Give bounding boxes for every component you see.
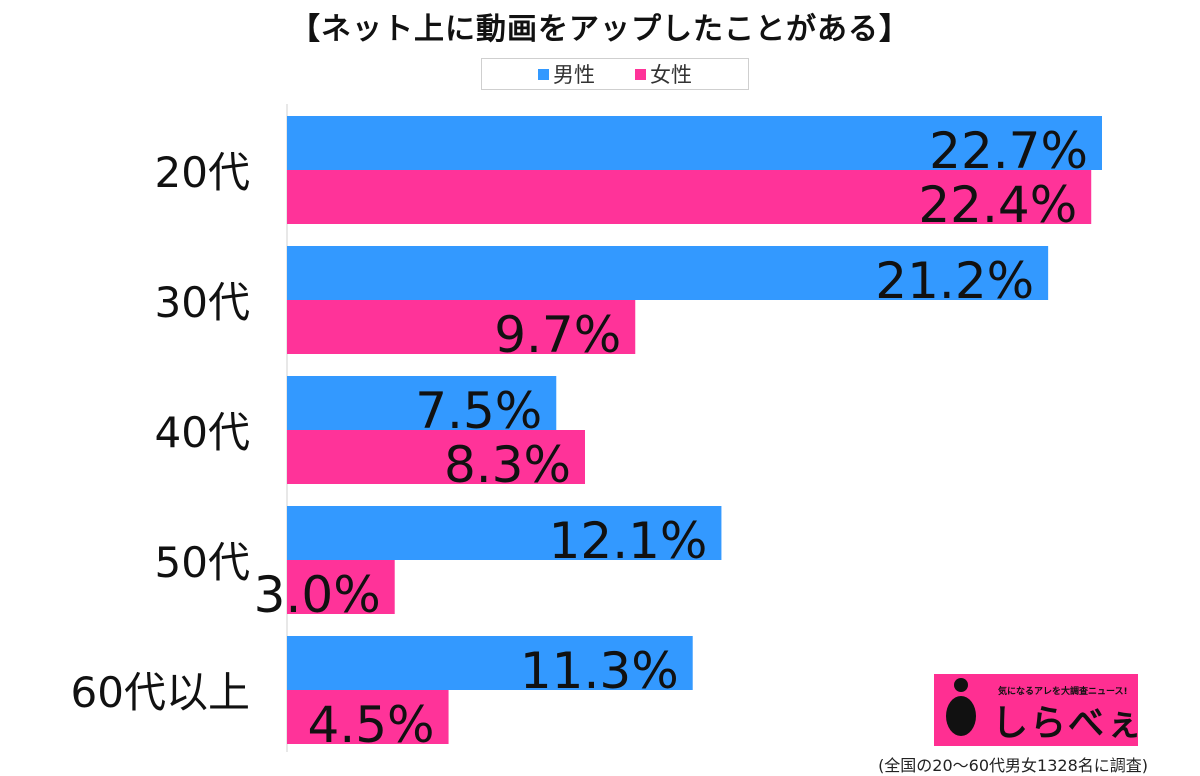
legend-label-male: 男性: [553, 63, 595, 87]
category-label: 50代: [155, 538, 250, 587]
legend-item-female: 女性: [635, 59, 692, 89]
bar-female: [287, 690, 449, 744]
category-label: 30代: [155, 278, 250, 327]
logo-body-icon: [946, 696, 976, 736]
data-label: 22.4%: [918, 176, 1077, 234]
category-label: 40代: [155, 408, 250, 457]
bar-male: [287, 376, 557, 430]
logo-dot-icon: [954, 678, 968, 692]
shirabee-logo: 気になるアレを大調査ニュース! しらべぇ: [934, 674, 1142, 746]
logo-name: しらべぇ: [992, 703, 1145, 744]
chart-title: 【ネット上に動画をアップしたことがある】: [290, 12, 910, 47]
logo-i-icon: [942, 678, 982, 740]
bar-female: [287, 560, 395, 614]
category-label: 60代以上: [71, 668, 250, 717]
bar-male: [287, 636, 693, 690]
data-label: 12.1%: [549, 512, 708, 570]
legend-item-male: 男性: [538, 59, 595, 89]
legend-swatch-female: [635, 68, 646, 80]
data-label: 4.5%: [308, 696, 435, 754]
legend-label-female: 女性: [650, 63, 692, 87]
bar-female: [287, 300, 636, 354]
bar-male: [287, 506, 722, 560]
logo-tagline: 気になるアレを大調査ニュース!: [998, 687, 1128, 697]
legend: 男性 女性: [481, 58, 749, 90]
bar-female: [287, 170, 1092, 224]
bar-male: [287, 246, 1049, 300]
data-label: 8.3%: [444, 436, 571, 494]
data-label: 3.0%: [254, 566, 381, 624]
bars-layer: 20代 22.7%22.4%30代 21.2%9.7%40代 7.5%8.3%50代 1…: [71, 104, 1102, 754]
data-label: 11.3%: [520, 642, 679, 700]
bar-female: [287, 430, 585, 484]
bar-male: [287, 116, 1102, 170]
data-label: 21.2%: [875, 252, 1034, 310]
survey-footnote: (全国の20〜60代男女1328名に調査): [878, 756, 1148, 775]
data-label: 9.7%: [494, 306, 621, 364]
category-label: 20代: [155, 148, 250, 197]
legend-swatch-male: [538, 68, 549, 80]
